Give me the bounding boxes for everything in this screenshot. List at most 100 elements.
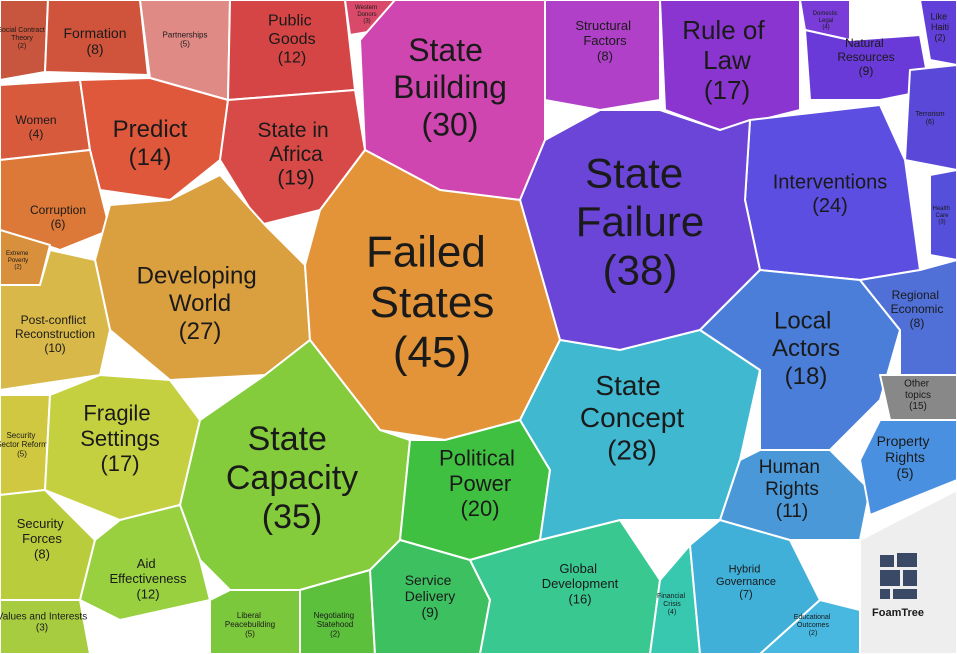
cell	[904, 64, 957, 171]
cell-label: Service Delivery	[405, 572, 456, 604]
cell	[544, 0, 661, 111]
cell-value: (2)	[14, 264, 21, 270]
cell-label: Western Donors	[355, 5, 379, 18]
cell	[0, 249, 111, 391]
cell-label: Security Forces	[17, 516, 68, 546]
cell-label: Women	[15, 113, 56, 127]
cell-value: (5)	[896, 465, 913, 481]
cell-value: (9)	[421, 604, 438, 620]
cell-value: (38)	[603, 246, 678, 293]
cell-label: Local Actors	[772, 308, 840, 363]
cell-label: State Building	[393, 33, 507, 106]
cell-value: (8)	[910, 316, 925, 330]
cell-label: Values and Interests	[0, 611, 87, 622]
cell	[719, 449, 871, 541]
cell-label: Predict	[113, 117, 188, 144]
cell-value: (45)	[393, 328, 471, 377]
cell-label: Failed States	[366, 227, 498, 327]
cell-value: (18)	[785, 363, 828, 390]
cell-label: Educational Outcomes	[794, 614, 833, 629]
cell	[79, 504, 211, 621]
cell-value: (30)	[422, 106, 479, 142]
cell-value: (2)	[809, 630, 818, 637]
cell-value: (4)	[29, 127, 44, 141]
cell-value: (17)	[704, 75, 750, 105]
cell-value: (17)	[100, 451, 139, 476]
cell-label: Extreme Poverty	[6, 251, 30, 264]
cell-value: (5)	[180, 40, 190, 49]
cell-label: Global Development	[542, 561, 619, 591]
cell-value: (12)	[278, 50, 306, 67]
cell-label: Interventions	[773, 172, 888, 194]
cell-value: (28)	[607, 435, 657, 466]
cell-value: (11)	[776, 501, 808, 522]
cell-label: Natural Resources	[837, 36, 894, 64]
cell-label: Fragile Settings	[80, 401, 160, 451]
cell-label: Health Care	[932, 206, 951, 219]
cell	[859, 419, 957, 516]
cell-label: Public Goods	[268, 13, 316, 48]
cell	[879, 374, 957, 421]
cell-label: Rule of Law	[682, 15, 772, 75]
cell-label: Human Rights	[759, 457, 826, 500]
cell-value: (2)	[935, 33, 946, 43]
cell-label: Partnerships	[163, 31, 208, 40]
cell	[469, 519, 661, 654]
cell-label: State Concept	[580, 370, 685, 433]
logo-icon	[880, 553, 917, 599]
cell-label: Negotiating Statehood	[314, 611, 357, 629]
cell-value: (8)	[34, 546, 50, 561]
cell-label: Hybrid Governance	[716, 563, 776, 588]
cell-value: (35)	[262, 498, 322, 536]
cell	[919, 0, 957, 66]
cell-label: State Failure	[576, 150, 704, 245]
cell	[859, 259, 957, 376]
cell	[699, 269, 901, 451]
cell-value: (2)	[18, 43, 27, 50]
cell-value: (16)	[568, 591, 591, 606]
cell	[299, 569, 376, 654]
cell-value: (4)	[668, 609, 677, 616]
cell-label: Domestic Legal	[813, 11, 840, 24]
cell-value: (19)	[277, 167, 314, 190]
cell-value: (3)	[363, 18, 370, 24]
cell-value: (3)	[36, 622, 48, 633]
cell-value: (9)	[859, 64, 874, 78]
cell-label: Other topics	[904, 378, 932, 401]
cell-value: (27)	[179, 318, 222, 345]
logo-text: FoamTree	[872, 607, 924, 619]
cell-label: Structural Factors	[575, 18, 634, 48]
cell-value: (15)	[909, 401, 927, 412]
cell-value: (8)	[597, 48, 613, 63]
cell-value: (24)	[812, 195, 848, 217]
cell-value: (2)	[330, 629, 340, 638]
cell-value: (3)	[938, 219, 945, 225]
cell-label: Financial Crisis	[657, 593, 687, 608]
cell-label: Security Sector Reform	[0, 431, 48, 449]
cell-value: (4)	[822, 24, 829, 30]
cell-label: Formation	[63, 25, 126, 41]
cell-label: Post-conflict Reconstruction	[15, 313, 95, 341]
cell-label: Political Power	[439, 446, 521, 496]
cell-label: Regional Economic	[891, 288, 944, 316]
cell-label: Corruption	[30, 203, 86, 217]
cell-value: (14)	[129, 144, 172, 171]
cell-value: (7)	[739, 589, 752, 601]
cell-value: (12)	[136, 586, 159, 601]
cell-value: (5)	[17, 449, 27, 458]
cell-label: Property Rights	[877, 433, 934, 465]
cell-label: Like Haiti	[930, 12, 949, 32]
cell-label: Aid Effectiveness	[109, 556, 187, 586]
cell-value: (6)	[51, 217, 66, 231]
cell	[44, 0, 149, 76]
cell-label: Social Contract Theory	[0, 27, 47, 42]
cell	[929, 169, 957, 261]
cell-label: Liberal Peacebuilding	[225, 611, 275, 629]
cell-label: Terrorism	[915, 111, 944, 118]
cell-value: (20)	[460, 496, 499, 521]
cell-value: (8)	[86, 41, 103, 57]
cell-label: Developing World	[137, 263, 264, 318]
cell-label: State in Africa	[257, 118, 334, 165]
cell-value: (6)	[926, 119, 935, 126]
